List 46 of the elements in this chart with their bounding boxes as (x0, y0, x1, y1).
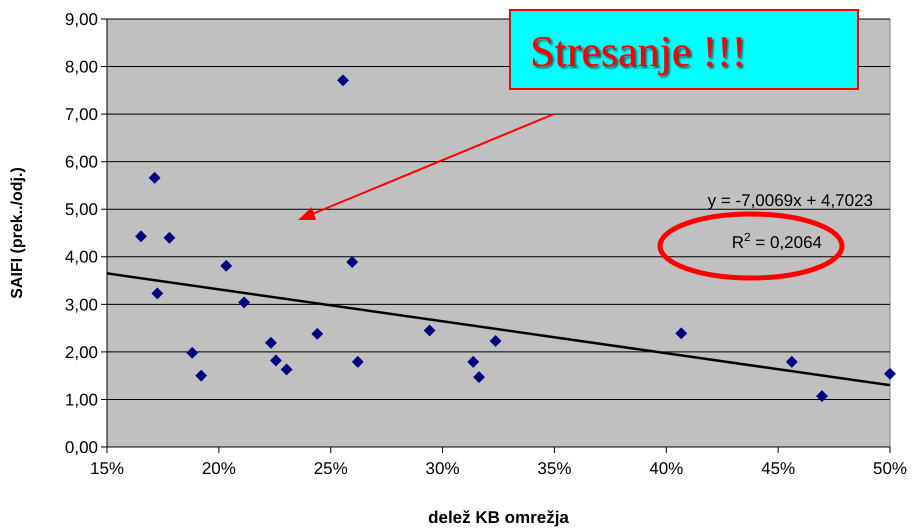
x-tick-label: 20% (202, 459, 236, 478)
x-axis-title: delež KB omrežja (428, 508, 570, 527)
y-tick-label: 5,00 (64, 200, 98, 220)
y-tick-label: 2,00 (64, 342, 98, 362)
point (884, 368, 896, 380)
y-tick-label: 8,00 (64, 58, 98, 77)
x-tick-label: 45% (761, 459, 796, 478)
y-axis-title: SAIFI (prek../odj.) (9, 167, 26, 299)
x-tick-label: 50% (872, 459, 908, 478)
y-tick-label: 3,00 (64, 295, 98, 314)
point (816, 390, 828, 402)
point (238, 296, 250, 308)
y-tick-label: 9,00 (64, 10, 98, 29)
y-tick-label: 0,00 (64, 438, 98, 457)
y-tick-label: 1,00 (64, 390, 98, 410)
annotation: R$^{2}$ = 0,2064 (732, 230, 822, 252)
x-tick-label: 30% (426, 459, 460, 478)
y-tick-label: 4,00 (64, 248, 98, 267)
point (135, 230, 147, 242)
point (195, 370, 208, 382)
point (337, 74, 349, 86)
x-tick-label: 25% (314, 459, 348, 478)
point (270, 354, 282, 366)
point (467, 356, 480, 368)
point (280, 364, 293, 376)
point (148, 172, 161, 184)
annotation: Stresanje !!! (530, 27, 746, 76)
point (265, 336, 277, 349)
point (490, 335, 502, 347)
x-tick-label: 40% (649, 459, 684, 478)
point (163, 232, 176, 244)
point (186, 346, 198, 359)
point (220, 260, 232, 272)
point (675, 327, 688, 340)
x-tick-label: 15% (90, 459, 124, 478)
point (311, 328, 324, 340)
point (473, 371, 485, 384)
point (346, 256, 358, 268)
x-tick-label: 35% (537, 459, 572, 478)
annotation: y = -7,0069x + 4,7023 (708, 191, 873, 210)
y-tick-label: 6,00 (64, 152, 98, 172)
point (786, 356, 798, 368)
y-tick-label: 7,00 (64, 105, 98, 124)
point (151, 287, 164, 300)
point (352, 356, 364, 368)
point (424, 324, 436, 336)
